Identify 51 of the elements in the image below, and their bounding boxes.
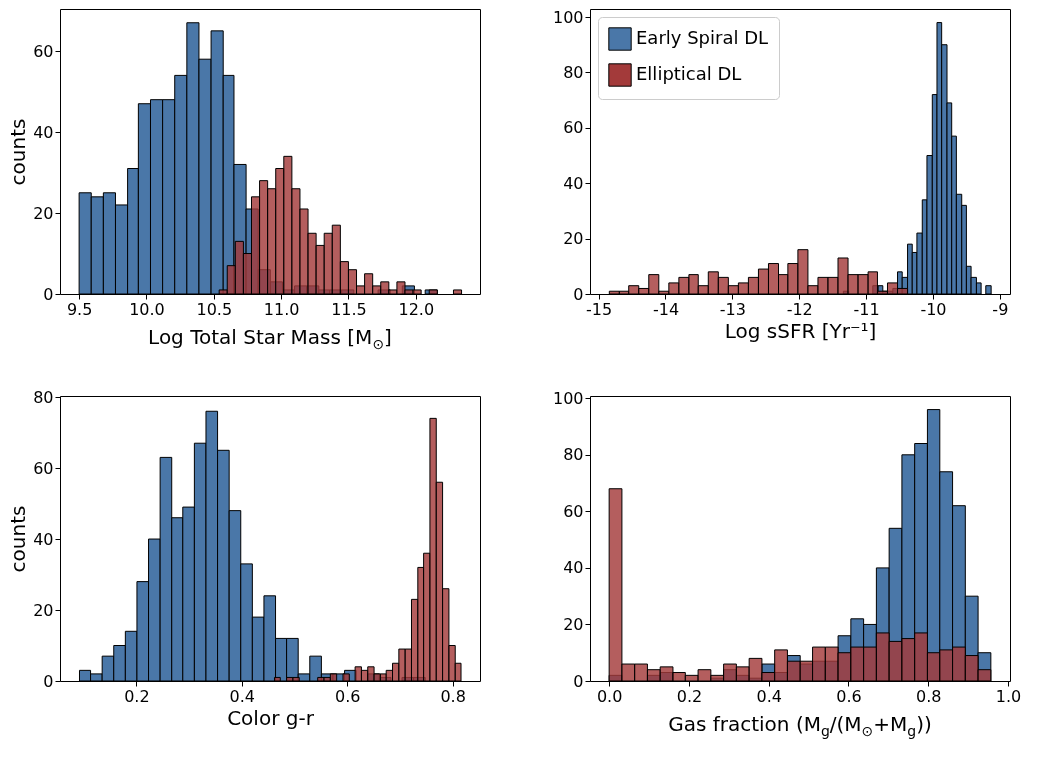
x-tick-label: 1.0 — [995, 686, 1022, 706]
y-tick-label: 0 — [573, 671, 584, 691]
x-tick-label: 11.0 — [263, 299, 300, 319]
y-tick-label: 100 — [552, 388, 584, 408]
x-tick-label: -9 — [992, 299, 1009, 319]
y-tick-label: 100 — [552, 7, 584, 27]
legend-label: Elliptical DL — [636, 63, 742, 84]
x-tick-label: 0.4 — [756, 686, 782, 706]
y-tick-label: 60 — [563, 501, 584, 521]
x-tick-label: -13 — [719, 299, 746, 319]
y-tick-label: 80 — [33, 387, 54, 407]
x-axis-title: Log sSFR [Yr⁻¹] — [724, 318, 877, 343]
y-tick-label: 20 — [33, 203, 54, 223]
legend-label: Early Spiral DL — [636, 27, 769, 48]
x-tick-label: -12 — [786, 299, 813, 319]
y-tick-label: 40 — [33, 529, 54, 549]
x-tick-label: 10.5 — [196, 299, 233, 319]
y-tick-label: 40 — [33, 122, 54, 142]
x-tick-label: -15 — [586, 299, 613, 319]
x-axis-title: Color g-r — [227, 705, 315, 730]
x-tick-label: 9.5 — [66, 299, 93, 319]
y-axis-title: counts — [6, 118, 31, 186]
y-tick-label: 80 — [563, 445, 584, 465]
y-tick-label: 20 — [563, 614, 584, 634]
x-tick-label: -14 — [652, 299, 680, 319]
x-tick-label: -10 — [920, 299, 947, 319]
x-tick-label: 12.0 — [398, 299, 435, 319]
y-tick-label: 60 — [33, 41, 54, 61]
x-tick-label: 0.6 — [836, 686, 862, 706]
x-tick-label: 0.0 — [596, 686, 623, 706]
y-tick-label: 80 — [563, 62, 584, 82]
y-axis-title: counts — [6, 505, 31, 573]
y-tick-label: 0 — [43, 671, 54, 691]
y-tick-label: 20 — [33, 600, 54, 620]
y-tick-label: 0 — [43, 284, 54, 304]
x-tick-label: 0.6 — [334, 686, 361, 706]
y-tick-label: 60 — [33, 458, 54, 478]
x-tick-label: -11 — [853, 299, 880, 319]
y-tick-label: 20 — [563, 229, 584, 249]
x-tick-label: 10.0 — [129, 299, 165, 319]
x-axis-title: Log Total Star Mass [M⊙] — [148, 325, 392, 352]
x-tick-label: 0.2 — [124, 686, 150, 706]
y-tick-label: 0 — [573, 284, 584, 304]
x-tick-label: 0.8 — [916, 686, 942, 706]
x-tick-label: 0.8 — [440, 686, 466, 706]
x-tick-label: 0.2 — [676, 686, 703, 706]
y-tick-label: 40 — [563, 558, 584, 578]
x-tick-label: 0.4 — [229, 686, 256, 706]
y-tick-label: 40 — [563, 173, 584, 193]
x-tick-label: 11.5 — [331, 299, 367, 319]
y-tick-label: 60 — [563, 118, 584, 138]
